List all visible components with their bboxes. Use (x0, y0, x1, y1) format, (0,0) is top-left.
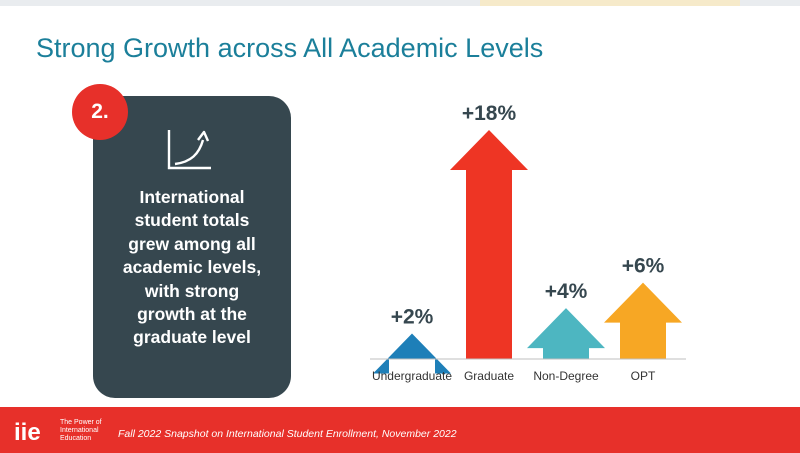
iie-logo: iie (14, 419, 41, 444)
data-label: +2% (391, 306, 434, 329)
logo-text: iie (14, 419, 41, 444)
summary-line: grew among all (128, 233, 256, 254)
summary-line: International (139, 187, 245, 207)
footer-bar (0, 407, 800, 453)
summary-line: graduate level (133, 327, 251, 348)
summary-line: student totals (134, 210, 250, 231)
slide-title: Strong Growth across All Academic Levels (36, 33, 544, 63)
top-edge-highlight (480, 0, 740, 6)
data-label: +18% (462, 102, 517, 125)
logo-tagline: The Power of International Education (60, 419, 102, 442)
summary-card (93, 96, 291, 398)
bar-opt (604, 282, 682, 359)
bar-graduate (450, 130, 528, 359)
bar-non-degree (527, 308, 605, 359)
category-label: Graduate (464, 369, 514, 383)
footer-citation: Fall 2022 Snapshot on International Stud… (118, 428, 457, 440)
summary-line: with strong (144, 280, 240, 301)
top-border (0, 0, 800, 6)
category-label: OPT (631, 369, 656, 383)
growth-curve-icon (167, 130, 211, 170)
category-label: Non-Degree (533, 369, 599, 383)
data-label: +6% (622, 255, 665, 278)
step-badge: 2. (72, 84, 128, 140)
summary-text: International student totals grew among … (104, 186, 280, 350)
category-label: Undergraduate (372, 369, 452, 383)
data-label: +4% (545, 280, 588, 303)
bar-undergraduate (373, 333, 451, 374)
summary-line: academic levels, (122, 257, 262, 278)
summary-line: growth at the (137, 304, 247, 325)
